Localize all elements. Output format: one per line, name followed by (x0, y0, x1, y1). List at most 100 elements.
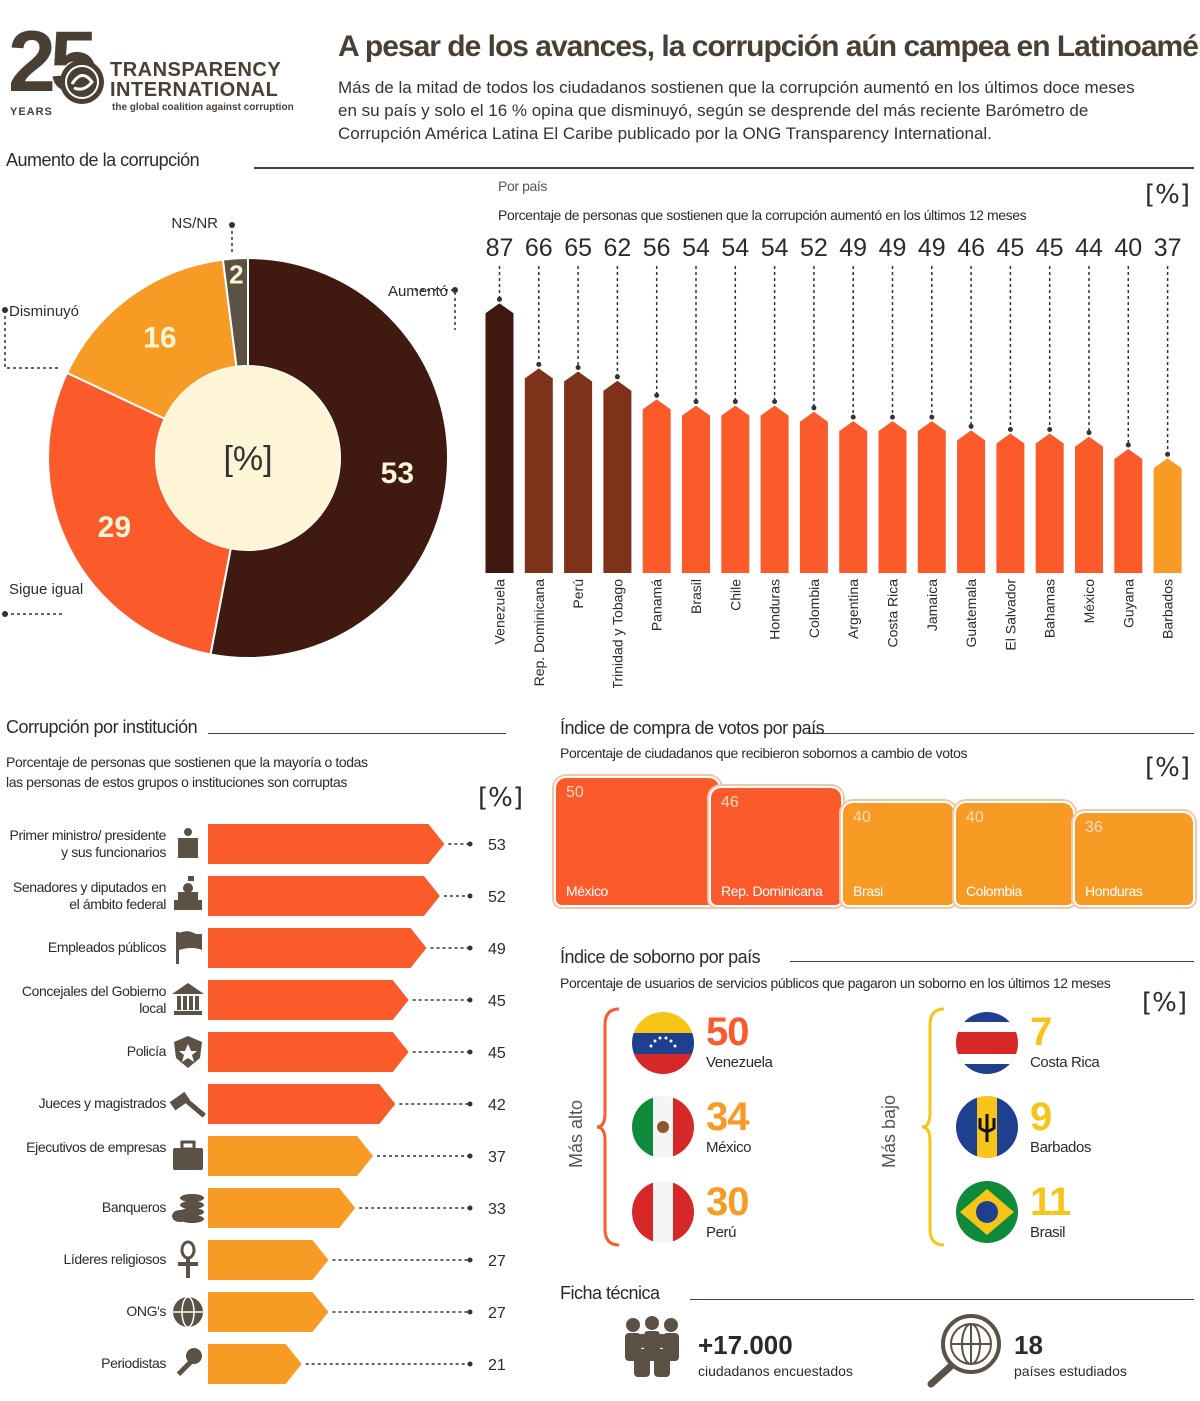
brazil-flag-icon (956, 1181, 1018, 1243)
institution-label-lideres-religiosos: Líderes religiosos (63, 1251, 166, 1267)
institution-bar-chart: 53 52 49 45 45 42 37 33 27 27 21 (170, 824, 506, 1384)
country-value-venezuela: 87 (486, 234, 514, 262)
institution-leader-dot-policia (467, 1049, 473, 1055)
ficha-respondents-label: ciudadanos encuestados (698, 1363, 853, 1379)
page-title: A pesar de los avances, la corrupción aú… (338, 30, 1200, 63)
institution-label-senadores-y-diputados-en-el-ambito-federal: Senadores y diputados en el ámbito feder… (12, 879, 166, 912)
country-label-venezuela: Venezuela (492, 579, 508, 645)
barbados-flag-icon (956, 1096, 1018, 1158)
bribe-label-costa-rica: Costa Rica (1030, 1054, 1100, 1071)
donut-center-label: [%] (223, 440, 272, 478)
institution-label-periodistas: Periodistas (101, 1355, 166, 1371)
donut-leader-dot-aumento (452, 287, 458, 293)
institution-leader-dot-empleados-publicos (467, 945, 473, 951)
vote-value-mexico: 50 (566, 783, 584, 801)
country-bar-rep-dominicana (524, 368, 553, 573)
institution-bar-concejales-del-gobierno-local (208, 980, 409, 1020)
logo-name: TRANSPARENCY INTERNATIONAL (110, 59, 281, 101)
country-value-costa-rica: 49 (879, 234, 907, 262)
country-value-mexico: 44 (1075, 234, 1103, 262)
bribe-value-mexico: 34 (706, 1095, 749, 1139)
divider-bribe (790, 961, 1194, 962)
country-chart-unit: [%] (1145, 180, 1190, 210)
divider-institution (208, 733, 506, 734)
country-label-mexico: México (1081, 579, 1097, 624)
country-bar-chart: 87 Venezuela 66 Rep. Dominicana 65 Perú 62 Trin… (485, 234, 1182, 688)
country-label-guatemala: Guatemala (963, 579, 979, 648)
coins-icon (172, 1194, 204, 1223)
vote-label-rep-dominicana: Rep. Dominicana (721, 882, 823, 899)
donut-slice-disminuyo (65, 258, 238, 421)
country-value-peru: 65 (564, 234, 592, 262)
country-bar-brasil (682, 405, 710, 573)
country-value-honduras: 54 (761, 234, 789, 262)
vote-bar-mexico: 50 México (556, 777, 719, 905)
votes-subtitle: Porcentaje de ciudadanos que recibieron … (560, 745, 968, 761)
country-label-trinidad-y-tobago: Trinidad y Tobago (609, 579, 625, 688)
country-leader-dot-guyana (1125, 442, 1131, 448)
people-icon (625, 1316, 679, 1377)
vote-label-mexico: México (566, 883, 608, 899)
country-leader-dot-chile (732, 399, 738, 405)
country-label-costa-rica: Costa Rica (885, 579, 901, 648)
peru-flag-icon (632, 1181, 694, 1243)
vote-value-brasi: 40 (853, 809, 871, 826)
vote-value-honduras: 36 (1085, 819, 1103, 837)
bribe-label-brasil: Brasil (1030, 1224, 1066, 1241)
country-bar-colombia (799, 411, 828, 573)
country-label-brasil: Brasil (688, 579, 704, 614)
country-bar-bahamas (1035, 433, 1064, 573)
ficha-title: Ficha técnica (560, 1283, 660, 1303)
institution-bar-banqueros (208, 1188, 356, 1228)
donut-label-disminuyo: Disminuyó (9, 303, 79, 320)
institution-label-primer-ministro-presidente-y-sus-funcionarios: Primer ministro/ presidente y sus funcio… (9, 827, 167, 860)
institution-leader-dot-jueces-y-magistrados (467, 1101, 473, 1107)
country-leader-dot-brasil (693, 399, 699, 405)
institution-label-ong-s: ONG's (126, 1303, 166, 1319)
institution-bar-jueces-y-magistrados (208, 1084, 396, 1124)
country-bar-el-salvador (996, 433, 1025, 573)
institution-value-empleados-publicos: 49 (488, 941, 506, 958)
institution-value-ong-s: 27 (488, 1305, 506, 1322)
institution-value-concejales-del-gobierno-local: 45 (488, 993, 506, 1010)
institution-label-banqueros: Banqueros (101, 1199, 167, 1215)
briefcase-icon (173, 1140, 203, 1170)
country-value-argentina: 49 (839, 234, 867, 262)
donut-leader-aumento (415, 289, 456, 330)
institution-bar-ejecutivos-de-empresas (208, 1136, 374, 1176)
brace-low-label: Más bajo (879, 1094, 899, 1168)
donut-value-disminuyo: 16 (143, 322, 176, 355)
country-value-rep-dominicana: 66 (525, 234, 553, 262)
country-label-honduras: Honduras (767, 579, 783, 640)
country-label-bahamas: Bahamas (1042, 579, 1058, 638)
brace-low-icon (921, 1007, 945, 1247)
country-value-chile: 54 (721, 234, 749, 262)
vote-value-rep-dominicana: 46 (721, 793, 739, 811)
capitol-icon (174, 876, 202, 910)
country-value-bahamas: 45 (1036, 234, 1064, 262)
institution-label-policia: Policía (126, 1043, 167, 1059)
country-bar-chile (721, 405, 750, 573)
country-label-panama: Panamá (649, 579, 665, 631)
brace-high-icon (596, 1007, 620, 1247)
microphone-icon (176, 1348, 202, 1377)
institution-leader-dot-concejales-del-gobierno-local (467, 997, 473, 1003)
donut-label-sigue-igual: Sigue igual (9, 581, 83, 598)
donut-slice-aumento (209, 256, 449, 659)
institution-leader-dot-ejecutivos-de-empresas (467, 1153, 473, 1159)
country-bar-guyana (1114, 449, 1143, 573)
institution-value-banqueros: 33 (488, 1201, 506, 1218)
institution-value-primer-ministro-presidente-y-sus-funcionarios: 53 (488, 837, 506, 854)
country-label-colombia: Colombia (806, 579, 822, 638)
vote-value-colombia: 40 (966, 809, 984, 826)
divider-votes (808, 733, 1194, 734)
vote-bar-honduras: 36 Honduras (1075, 813, 1193, 905)
vote-label-brasi: Brasi (853, 883, 883, 899)
country-bar-barbados (1153, 458, 1182, 573)
country-leader-dot-argentina (850, 414, 856, 420)
country-leader-dot-guatemala (968, 423, 974, 429)
institution-value-periodistas: 21 (488, 1357, 506, 1374)
donut-value-aumento: 53 (381, 457, 414, 490)
costa-rica-flag-icon (956, 1012, 1018, 1074)
institution-leader-dot-primer-ministro-presidente-y-sus-funcionarios (467, 841, 473, 847)
